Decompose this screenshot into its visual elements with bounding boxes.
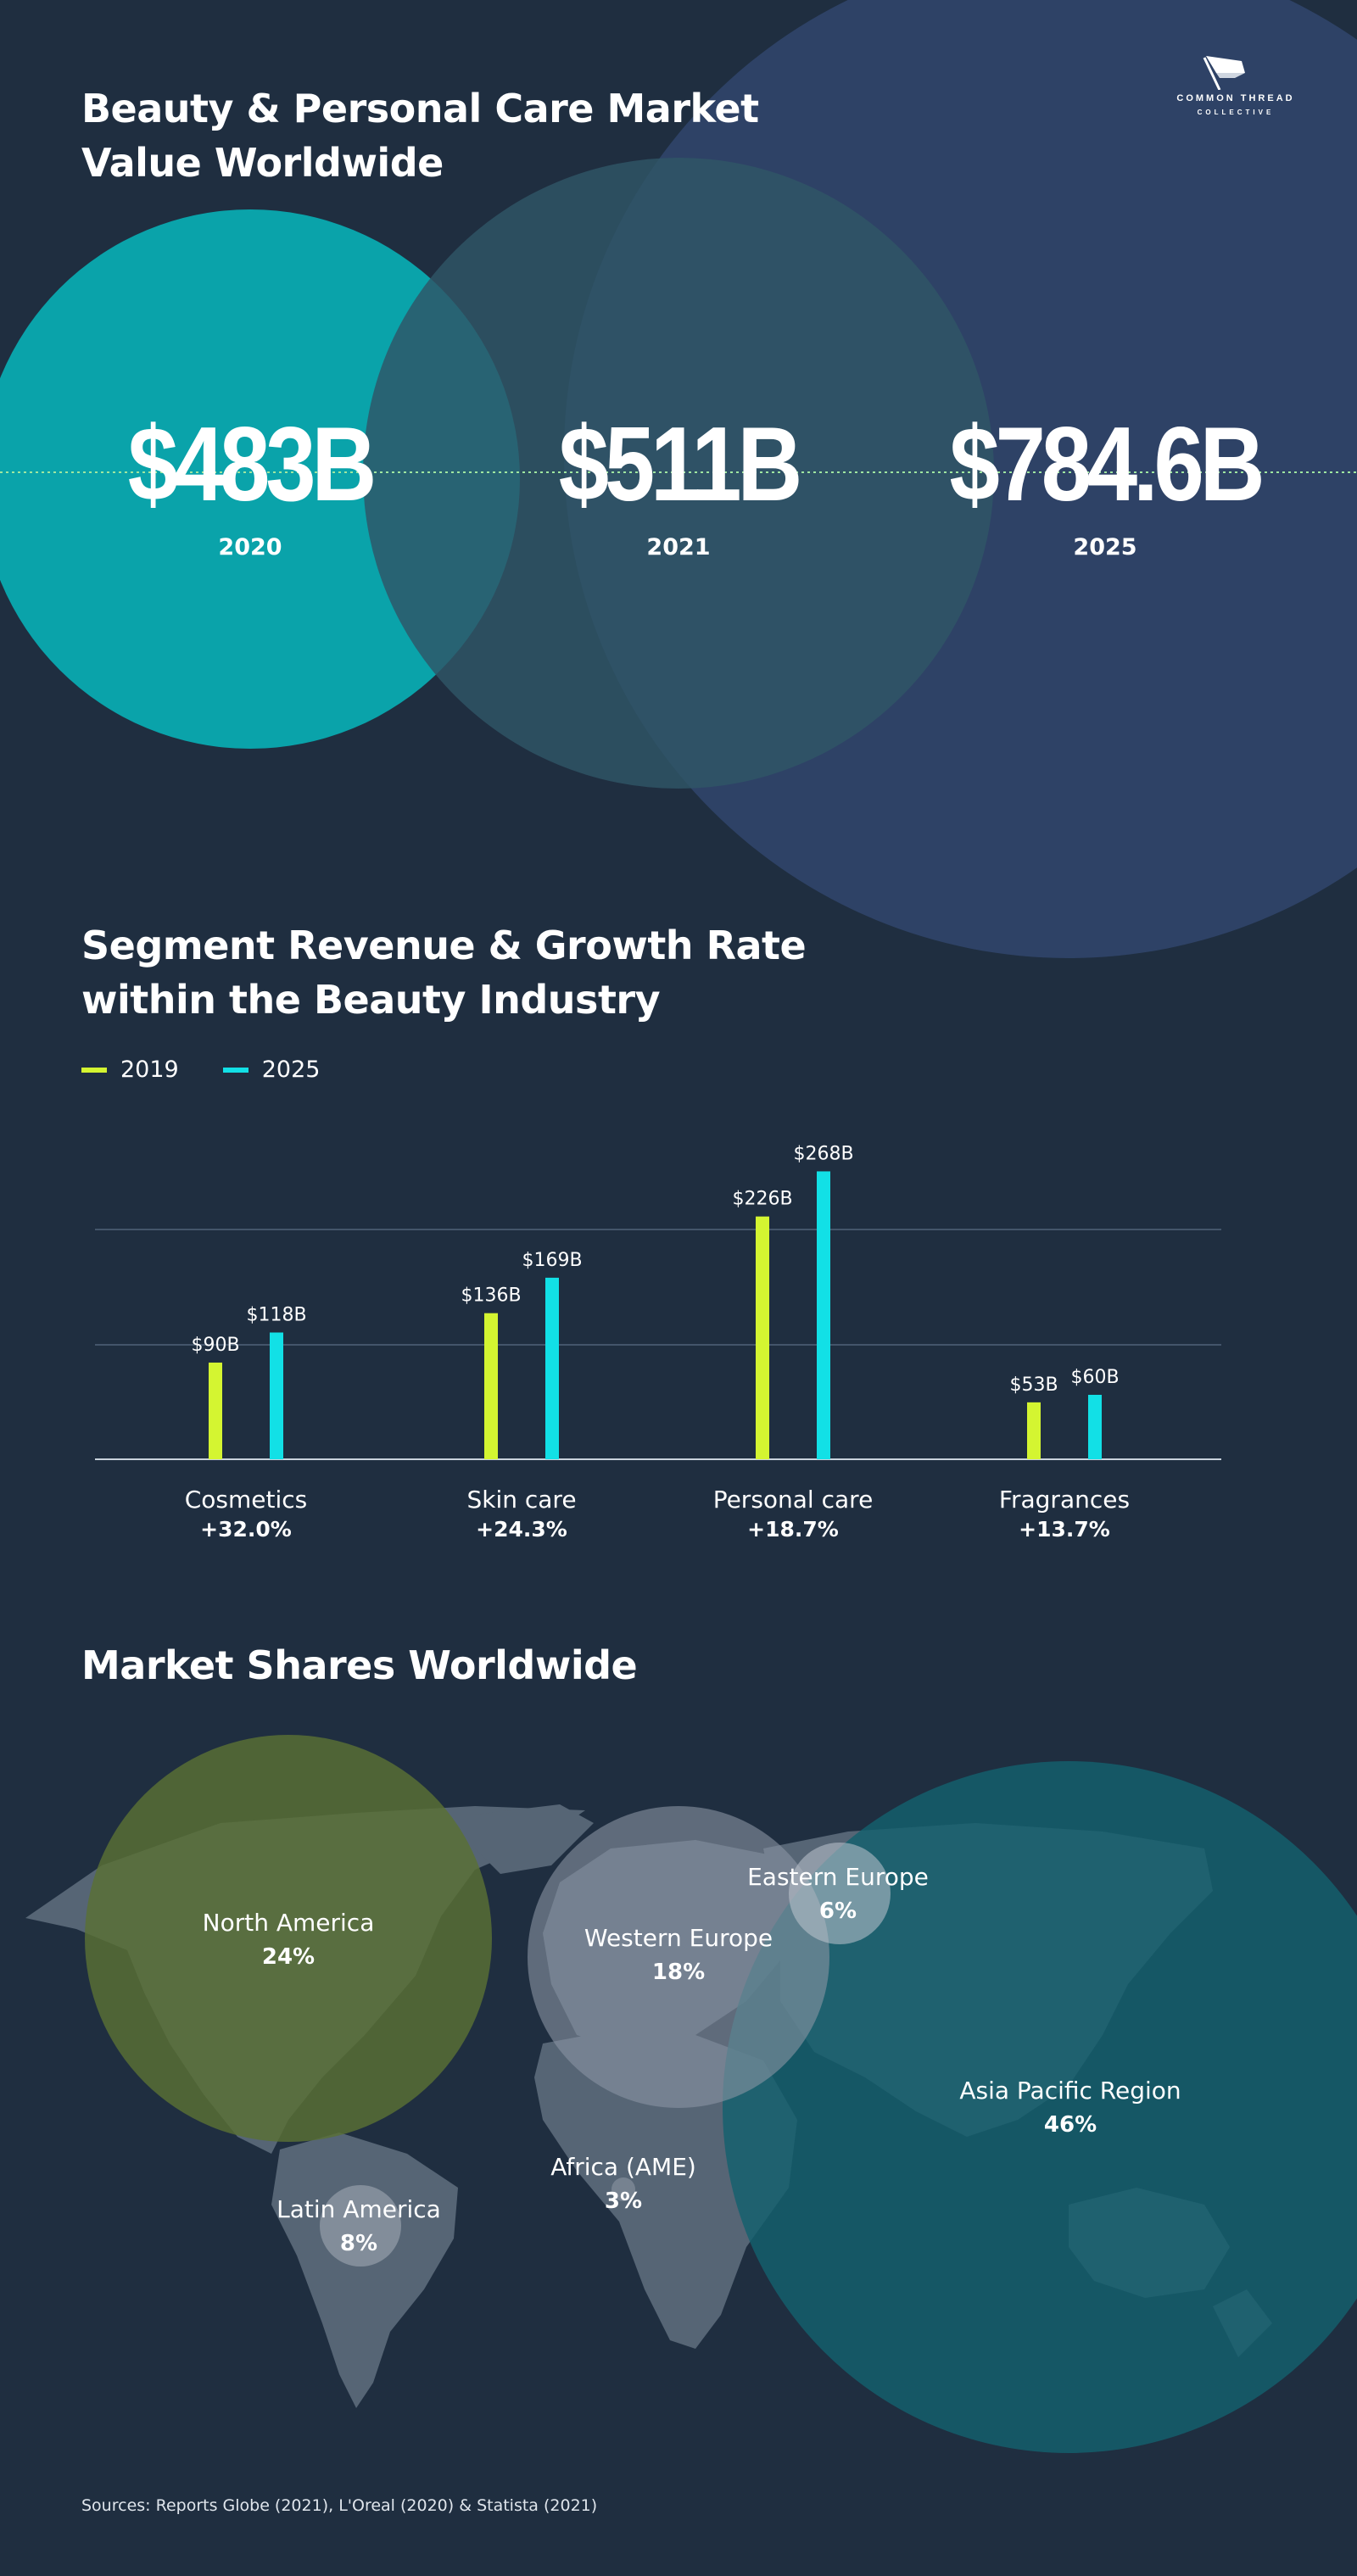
legend-swatch-2025	[222, 1067, 249, 1073]
region-latin-america: Latin America 8%	[276, 2193, 441, 2261]
value-amount: $511B	[558, 406, 803, 523]
category-name: Personal care	[712, 1486, 874, 1514]
circle-western-europe	[528, 1806, 829, 2108]
region-share: 18%	[651, 1960, 706, 1985]
region-asia-pacific: Asia Pacific Region 46%	[959, 2074, 1181, 2142]
brand-logo: COMMON THREAD COLLECTIVE	[1164, 51, 1308, 116]
circle-latin-america	[320, 2185, 401, 2267]
region-western-europe: Western Europe 18%	[584, 1921, 773, 1989]
category-name: Fragrances	[998, 1486, 1131, 1514]
value-2020: $483B 2020	[81, 412, 420, 560]
category-growth: +13.7%	[1019, 1517, 1110, 1542]
category-name: Skin care	[466, 1486, 577, 1514]
region-share: 24%	[261, 1944, 316, 1970]
south-america-land	[271, 2133, 458, 2408]
category-fragrances: Fragrances +13.7%	[937, 1486, 1192, 1542]
value-amount: $483B	[127, 406, 377, 523]
logo-subname: COLLECTIVE	[1197, 109, 1275, 116]
data-label: $118B	[246, 1304, 306, 1325]
value-2021: $511B 2021	[509, 412, 848, 560]
segment-bar-chart: $90B $118B $136B$169B $226B $268B $53B $60B	[95, 1143, 1221, 1460]
world-map	[25, 1735, 1357, 2453]
region-name: Western Europe	[584, 1924, 773, 1952]
region-name: Africa (AME)	[550, 2153, 696, 2181]
segment-title: Segment Revenue & Growth Rate within the…	[81, 918, 807, 1027]
bar-skin-care-2019	[484, 1313, 498, 1459]
legend-label-2025: 2025	[261, 1057, 321, 1083]
market-shares-title: Market Shares Worldwide	[81, 1642, 638, 1688]
bar-skin-care-2025	[545, 1277, 559, 1459]
title-line-2: within the Beauty Industry	[81, 977, 661, 1023]
region-name: Eastern Europe	[747, 1863, 929, 1891]
bar-fragrances-2019	[1027, 1402, 1041, 1459]
category-cosmetics: Cosmetics +32.0%	[119, 1486, 373, 1542]
circle-africa	[611, 2177, 635, 2201]
region-name: Asia Pacific Region	[959, 2077, 1181, 2105]
circle-north-america	[85, 1735, 492, 2142]
category-growth: +18.7%	[747, 1517, 839, 1542]
category-growth: +32.0%	[200, 1517, 292, 1542]
region-share: 46%	[1043, 2112, 1097, 2138]
market-value-circles	[0, 0, 1357, 958]
region-north-america: North America 24%	[203, 1906, 375, 1974]
data-label: $136B	[461, 1285, 521, 1307]
category-growth: +24.3%	[476, 1517, 567, 1542]
region-name: North America	[202, 1909, 375, 1937]
value-2025: $784.6B 2025	[893, 412, 1317, 560]
legend-swatch-2019	[81, 1067, 107, 1073]
region-africa: Africa (AME) 3%	[550, 2150, 696, 2218]
region-name: Latin America	[276, 2195, 441, 2223]
value-year: 2021	[646, 534, 711, 560]
title-line-1: Beauty & Personal Care Market	[81, 86, 759, 131]
logo-name: COMMON THREAD	[1176, 93, 1295, 103]
region-share: 3%	[604, 2188, 643, 2214]
flag-icon	[1203, 56, 1245, 91]
circle-eastern-europe	[789, 1843, 891, 1944]
market-value-title: Beauty & Personal Care Market Value Worl…	[81, 81, 759, 190]
data-label: $60B	[1070, 1367, 1119, 1388]
bar-cosmetics-2025	[270, 1332, 283, 1459]
category-skin-care: Skin care +24.3%	[394, 1486, 649, 1542]
data-label: $53B	[1009, 1374, 1058, 1396]
bar-cosmetics-2019	[209, 1362, 222, 1459]
region-share: 8%	[339, 2231, 378, 2256]
greenland-land	[475, 1804, 594, 1874]
data-label: $90B	[191, 1335, 239, 1356]
legend-label-2019: 2019	[120, 1057, 179, 1083]
sources-note: Sources: Reports Globe (2021), L'Oreal (…	[81, 2496, 598, 2515]
title-line-1: Segment Revenue & Growth Rate	[81, 923, 807, 968]
value-amount: $784.6B	[949, 406, 1265, 523]
data-label: $268B	[793, 1143, 853, 1164]
bar-personal-care-2019	[756, 1216, 769, 1459]
bar-fragrances-2025	[1088, 1394, 1102, 1459]
region-share: 6%	[818, 1899, 857, 1924]
circle-asia-pacific	[723, 1761, 1357, 2453]
data-label: $169B	[522, 1250, 582, 1271]
value-year: 2025	[1073, 534, 1137, 560]
chart-legend: 2019 2025	[81, 1057, 320, 1083]
value-year: 2020	[218, 534, 282, 560]
bar-personal-care-2025	[817, 1171, 830, 1459]
category-name: Cosmetics	[184, 1486, 308, 1514]
title-line-2: Value Worldwide	[81, 140, 444, 186]
category-personal-care: Personal care +18.7%	[666, 1486, 920, 1542]
circle-2020	[0, 209, 520, 749]
region-eastern-europe: Eastern Europe 6%	[747, 1860, 929, 1928]
data-label: $226B	[732, 1189, 792, 1210]
